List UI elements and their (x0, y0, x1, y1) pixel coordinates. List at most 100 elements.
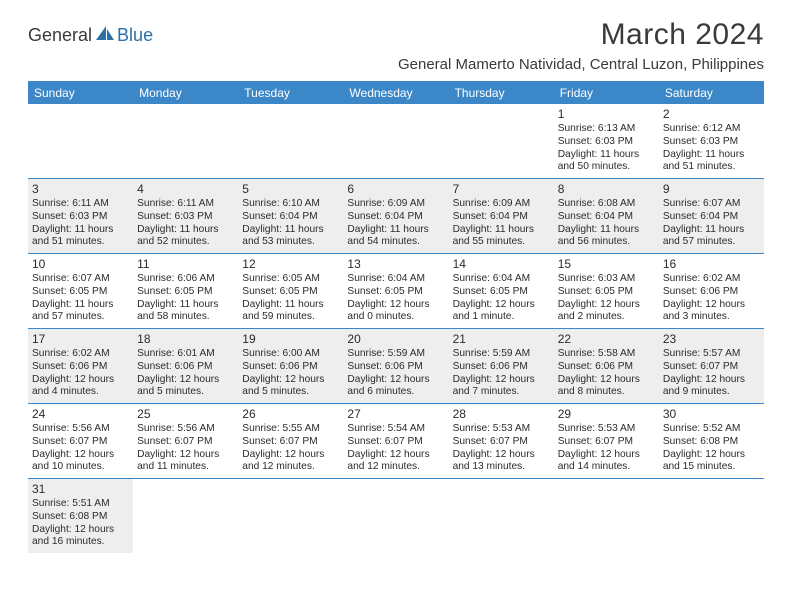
day-cell: 11Sunrise: 6:06 AMSunset: 6:05 PMDayligh… (133, 254, 238, 328)
day-cell: 17Sunrise: 6:02 AMSunset: 6:06 PMDayligh… (28, 329, 133, 403)
day-number: 25 (137, 407, 234, 422)
day-number: 1 (558, 107, 655, 122)
day-cell: 2Sunrise: 6:12 AMSunset: 6:03 PMDaylight… (659, 104, 764, 178)
sunrise-text: Sunrise: 6:09 AM (347, 198, 444, 211)
sunrise-text: Sunrise: 5:56 AM (137, 423, 234, 436)
sunset-text: Sunset: 6:03 PM (663, 136, 760, 149)
logo: General Blue (28, 24, 153, 47)
weekday-header: SundayMondayTuesdayWednesdayThursdayFrid… (28, 81, 764, 104)
sunrise-text: Sunrise: 6:05 AM (242, 273, 339, 286)
day-cell: 6Sunrise: 6:09 AMSunset: 6:04 PMDaylight… (343, 179, 448, 253)
sunset-text: Sunset: 6:07 PM (558, 436, 655, 449)
day-cell: 1Sunrise: 6:13 AMSunset: 6:03 PMDaylight… (554, 104, 659, 178)
day-number: 11 (137, 257, 234, 272)
sunrise-text: Sunrise: 6:01 AM (137, 348, 234, 361)
daylight-text: Daylight: 11 hours and 58 minutes. (137, 299, 234, 325)
weekday-label: Saturday (659, 81, 764, 104)
sunrise-text: Sunrise: 5:53 AM (558, 423, 655, 436)
sunset-text: Sunset: 6:06 PM (32, 361, 129, 374)
sunrise-text: Sunrise: 6:11 AM (32, 198, 129, 211)
sunset-text: Sunset: 6:06 PM (558, 361, 655, 374)
daylight-text: Daylight: 12 hours and 5 minutes. (137, 374, 234, 400)
sunrise-text: Sunrise: 5:58 AM (558, 348, 655, 361)
day-number: 12 (242, 257, 339, 272)
sunrise-text: Sunrise: 5:53 AM (453, 423, 550, 436)
sunset-text: Sunset: 6:05 PM (453, 286, 550, 299)
day-cell: 15Sunrise: 6:03 AMSunset: 6:05 PMDayligh… (554, 254, 659, 328)
day-cell: 4Sunrise: 6:11 AMSunset: 6:03 PMDaylight… (133, 179, 238, 253)
day-number: 20 (347, 332, 444, 347)
day-cell: 7Sunrise: 6:09 AMSunset: 6:04 PMDaylight… (449, 179, 554, 253)
day-cell: 31Sunrise: 5:51 AMSunset: 6:08 PMDayligh… (28, 479, 133, 553)
day-number: 5 (242, 182, 339, 197)
weekday-label: Friday (554, 81, 659, 104)
sunrise-text: Sunrise: 6:00 AM (242, 348, 339, 361)
day-cell: 22Sunrise: 5:58 AMSunset: 6:06 PMDayligh… (554, 329, 659, 403)
sunset-text: Sunset: 6:04 PM (663, 211, 760, 224)
week-row: 31Sunrise: 5:51 AMSunset: 6:08 PMDayligh… (28, 479, 764, 553)
sunrise-text: Sunrise: 6:04 AM (453, 273, 550, 286)
day-number: 10 (32, 257, 129, 272)
daylight-text: Daylight: 12 hours and 6 minutes. (347, 374, 444, 400)
day-number: 22 (558, 332, 655, 347)
day-cell: 26Sunrise: 5:55 AMSunset: 6:07 PMDayligh… (238, 404, 343, 478)
sunset-text: Sunset: 6:06 PM (137, 361, 234, 374)
empty-cell (133, 104, 238, 178)
day-cell: 20Sunrise: 5:59 AMSunset: 6:06 PMDayligh… (343, 329, 448, 403)
logo-text-2: Blue (117, 25, 153, 46)
day-number: 27 (347, 407, 444, 422)
sunrise-text: Sunrise: 6:10 AM (242, 198, 339, 211)
day-number: 6 (347, 182, 444, 197)
day-number: 8 (558, 182, 655, 197)
day-cell: 10Sunrise: 6:07 AMSunset: 6:05 PMDayligh… (28, 254, 133, 328)
day-number: 19 (242, 332, 339, 347)
daylight-text: Daylight: 11 hours and 57 minutes. (32, 299, 129, 325)
sunrise-text: Sunrise: 6:13 AM (558, 123, 655, 136)
day-number: 13 (347, 257, 444, 272)
day-number: 28 (453, 407, 550, 422)
sunset-text: Sunset: 6:06 PM (453, 361, 550, 374)
title-block: March 2024 General Mamerto Natividad, Ce… (398, 18, 764, 73)
day-cell: 24Sunrise: 5:56 AMSunset: 6:07 PMDayligh… (28, 404, 133, 478)
empty-cell (28, 104, 133, 178)
day-number: 7 (453, 182, 550, 197)
daylight-text: Daylight: 12 hours and 9 minutes. (663, 374, 760, 400)
daylight-text: Daylight: 12 hours and 8 minutes. (558, 374, 655, 400)
day-number: 23 (663, 332, 760, 347)
sunset-text: Sunset: 6:04 PM (558, 211, 655, 224)
daylight-text: Daylight: 12 hours and 15 minutes. (663, 449, 760, 475)
sunset-text: Sunset: 6:03 PM (137, 211, 234, 224)
sunset-text: Sunset: 6:07 PM (242, 436, 339, 449)
location: General Mamerto Natividad, Central Luzon… (398, 56, 764, 73)
daylight-text: Daylight: 11 hours and 51 minutes. (32, 224, 129, 250)
daylight-text: Daylight: 12 hours and 16 minutes. (32, 524, 129, 550)
daylight-text: Daylight: 12 hours and 2 minutes. (558, 299, 655, 325)
empty-cell (449, 479, 554, 553)
day-cell: 12Sunrise: 6:05 AMSunset: 6:05 PMDayligh… (238, 254, 343, 328)
weekday-label: Monday (133, 81, 238, 104)
daylight-text: Daylight: 12 hours and 0 minutes. (347, 299, 444, 325)
empty-cell (659, 479, 764, 553)
sunrise-text: Sunrise: 5:59 AM (453, 348, 550, 361)
sunrise-text: Sunrise: 5:51 AM (32, 498, 129, 511)
week-row: 10Sunrise: 6:07 AMSunset: 6:05 PMDayligh… (28, 254, 764, 329)
week-row: 17Sunrise: 6:02 AMSunset: 6:06 PMDayligh… (28, 329, 764, 404)
sunset-text: Sunset: 6:05 PM (558, 286, 655, 299)
sunset-text: Sunset: 6:08 PM (32, 511, 129, 524)
day-number: 4 (137, 182, 234, 197)
weekday-label: Wednesday (343, 81, 448, 104)
daylight-text: Daylight: 12 hours and 13 minutes. (453, 449, 550, 475)
sunset-text: Sunset: 6:05 PM (242, 286, 339, 299)
sunrise-text: Sunrise: 5:52 AM (663, 423, 760, 436)
daylight-text: Daylight: 12 hours and 14 minutes. (558, 449, 655, 475)
daylight-text: Daylight: 11 hours and 56 minutes. (558, 224, 655, 250)
daylight-text: Daylight: 11 hours and 55 minutes. (453, 224, 550, 250)
day-cell: 25Sunrise: 5:56 AMSunset: 6:07 PMDayligh… (133, 404, 238, 478)
sunset-text: Sunset: 6:04 PM (347, 211, 444, 224)
sunrise-text: Sunrise: 6:04 AM (347, 273, 444, 286)
empty-cell (238, 104, 343, 178)
sunset-text: Sunset: 6:08 PM (663, 436, 760, 449)
weekday-label: Tuesday (238, 81, 343, 104)
day-number: 31 (32, 482, 129, 497)
daylight-text: Daylight: 12 hours and 10 minutes. (32, 449, 129, 475)
